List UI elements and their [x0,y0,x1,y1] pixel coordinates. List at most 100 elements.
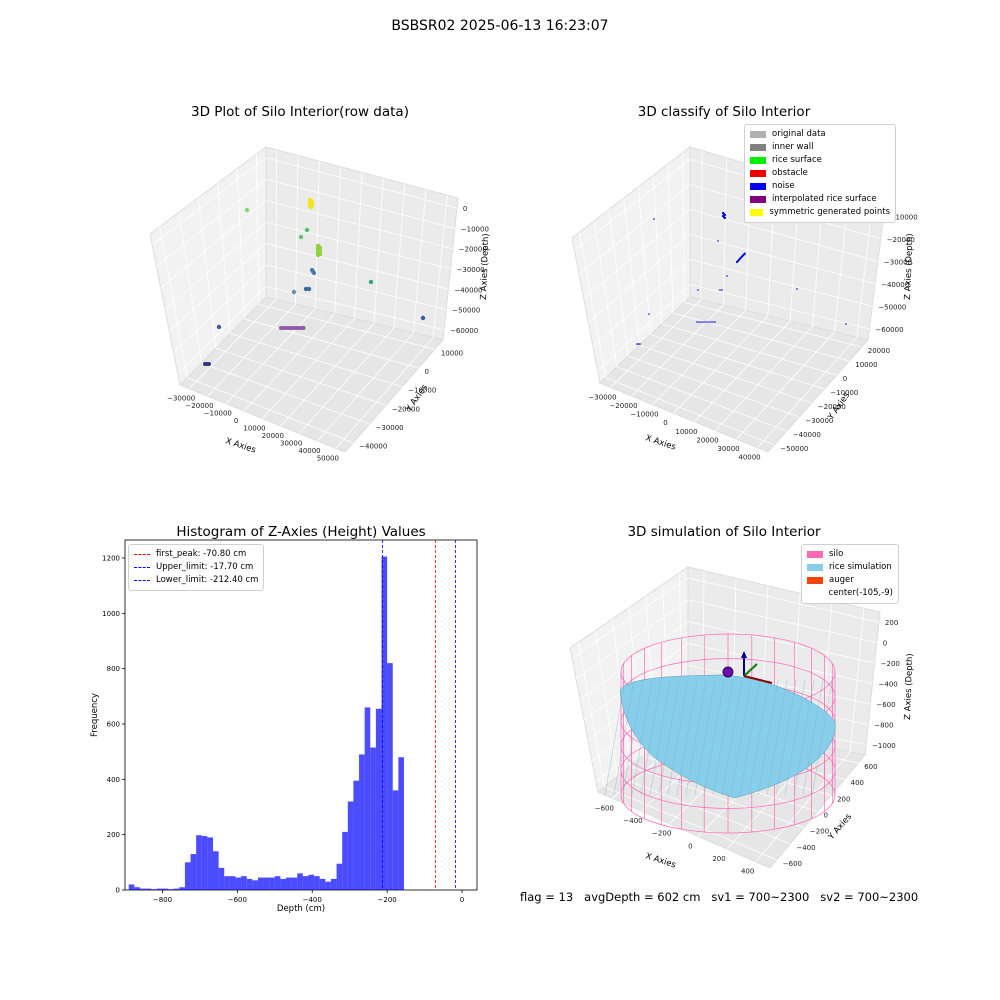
histogram-bar [207,837,213,890]
legend-item-upper-limit: Upper_limit: -17.70 cm [134,561,258,574]
grid-line [631,304,724,397]
grid-line [317,332,414,442]
legend-item-lower-limit: Lower_limit: -212.40 cm [134,574,258,587]
grid-line [265,264,447,310]
grid-line [207,303,296,397]
histogram-bar [359,754,365,890]
p1-pane-floor [179,296,444,453]
panel4-title: 3D simulation of Silo Interior [627,524,821,540]
footer-stats: flag = 13 avgDepth = 602 cm sv1 = 700~23… [520,890,918,904]
histogram-bar [128,884,135,890]
data-point [308,204,314,210]
noise-point [719,289,721,291]
grid-line [736,331,835,440]
grid-line [265,200,453,250]
histogram-bar [398,757,404,890]
histogram-bar [184,862,191,890]
x-tick-label: −200 [378,896,397,904]
data-point [315,252,321,258]
rice-mesh-line [658,679,680,796]
grid-line [258,303,435,350]
rice-mesh-line [604,679,626,796]
panel3-histogram: −800 −600 −400 −200 0 0 200 400 600 800 1000 1200 D… [90,539,478,914]
legend-item-silo: silo [807,548,893,561]
legend-item-inner-wall: inner wall [750,141,890,154]
grid-line [578,184,691,275]
z-tick-label: 200 [885,619,898,627]
grid-line [610,299,702,388]
grid-line [592,259,691,348]
legend-item-rice-surface: rice surface [750,154,890,167]
x-tick-label: 10000 [675,428,697,436]
grid-line [687,621,875,664]
rice-mesh-line [775,679,797,796]
rice-mesh-line [613,679,635,796]
grid-line [578,232,607,378]
y-tick-label: −10000 [408,387,436,395]
rice-mesh-line [676,679,698,796]
noise-point [710,321,712,323]
noise-point [637,343,640,345]
noise-point [714,321,716,323]
grid-line [188,299,277,390]
histogram-bar [179,887,185,890]
x-tick-label: 200 [712,855,725,863]
y-tick-label: 800 [107,665,120,673]
x-tick-label: 20000 [262,432,284,440]
data-point [207,362,211,366]
z-tick-label: −20000 [887,236,915,244]
rice-mesh-line [730,679,752,796]
grid-line [687,599,877,644]
y-tick-label: 200 [837,795,850,803]
p3-xlabel: Depth (cm) [277,904,325,914]
z-tick-label: −10000 [461,225,489,233]
noise-point [636,343,638,345]
z-tick-label: −60000 [450,327,478,335]
histogram-bar [291,877,298,890]
rice-mesh-line [631,679,653,796]
grid-line [265,243,449,290]
grid-line [630,765,805,829]
grid-line [689,259,873,307]
grid-line [689,209,879,262]
y-tick-label: 400 [851,779,864,787]
y-tick-label: 200 [107,831,120,839]
grid-line [856,201,874,338]
p3-axes-frame [124,539,478,891]
data-point [304,227,310,233]
x-tick-label: 0 [234,417,238,425]
histogram-bar [235,877,242,890]
data-point [306,286,312,292]
data-point [312,271,316,275]
y-tick-label: −30000 [376,424,404,432]
panel1-title: 3D Plot of Silo Interior(row data) [191,104,409,120]
y-tick-label: 1200 [102,554,120,562]
legend-item-noise: noise [750,180,890,193]
histogram-bar [342,831,348,890]
x-tick-label: −600 [595,804,614,812]
data-point [301,326,306,330]
data-point [291,289,297,295]
x-tick-label: 0 [663,419,667,427]
grid-line [652,310,746,405]
noise-point [708,321,710,323]
grid-line [605,377,775,446]
grid-line [173,264,267,353]
p2-pane-floor [599,296,869,453]
histogram-bar [325,881,331,890]
panel2-title: 3D classify of Silo Interior [637,104,811,120]
grid-line [579,621,689,700]
grid-line [265,285,445,331]
grid-line [160,200,267,289]
noise-point [723,213,727,217]
histogram-bar [263,877,270,890]
legend-item-interpolated: interpolated rice surface [750,193,890,206]
noise-point [704,321,706,323]
grid-line [637,186,652,335]
histogram-bar [370,747,376,890]
histogram-bar [314,876,320,890]
grid-line [639,344,812,404]
histogram-bar [269,877,275,890]
grid-line [722,157,727,306]
